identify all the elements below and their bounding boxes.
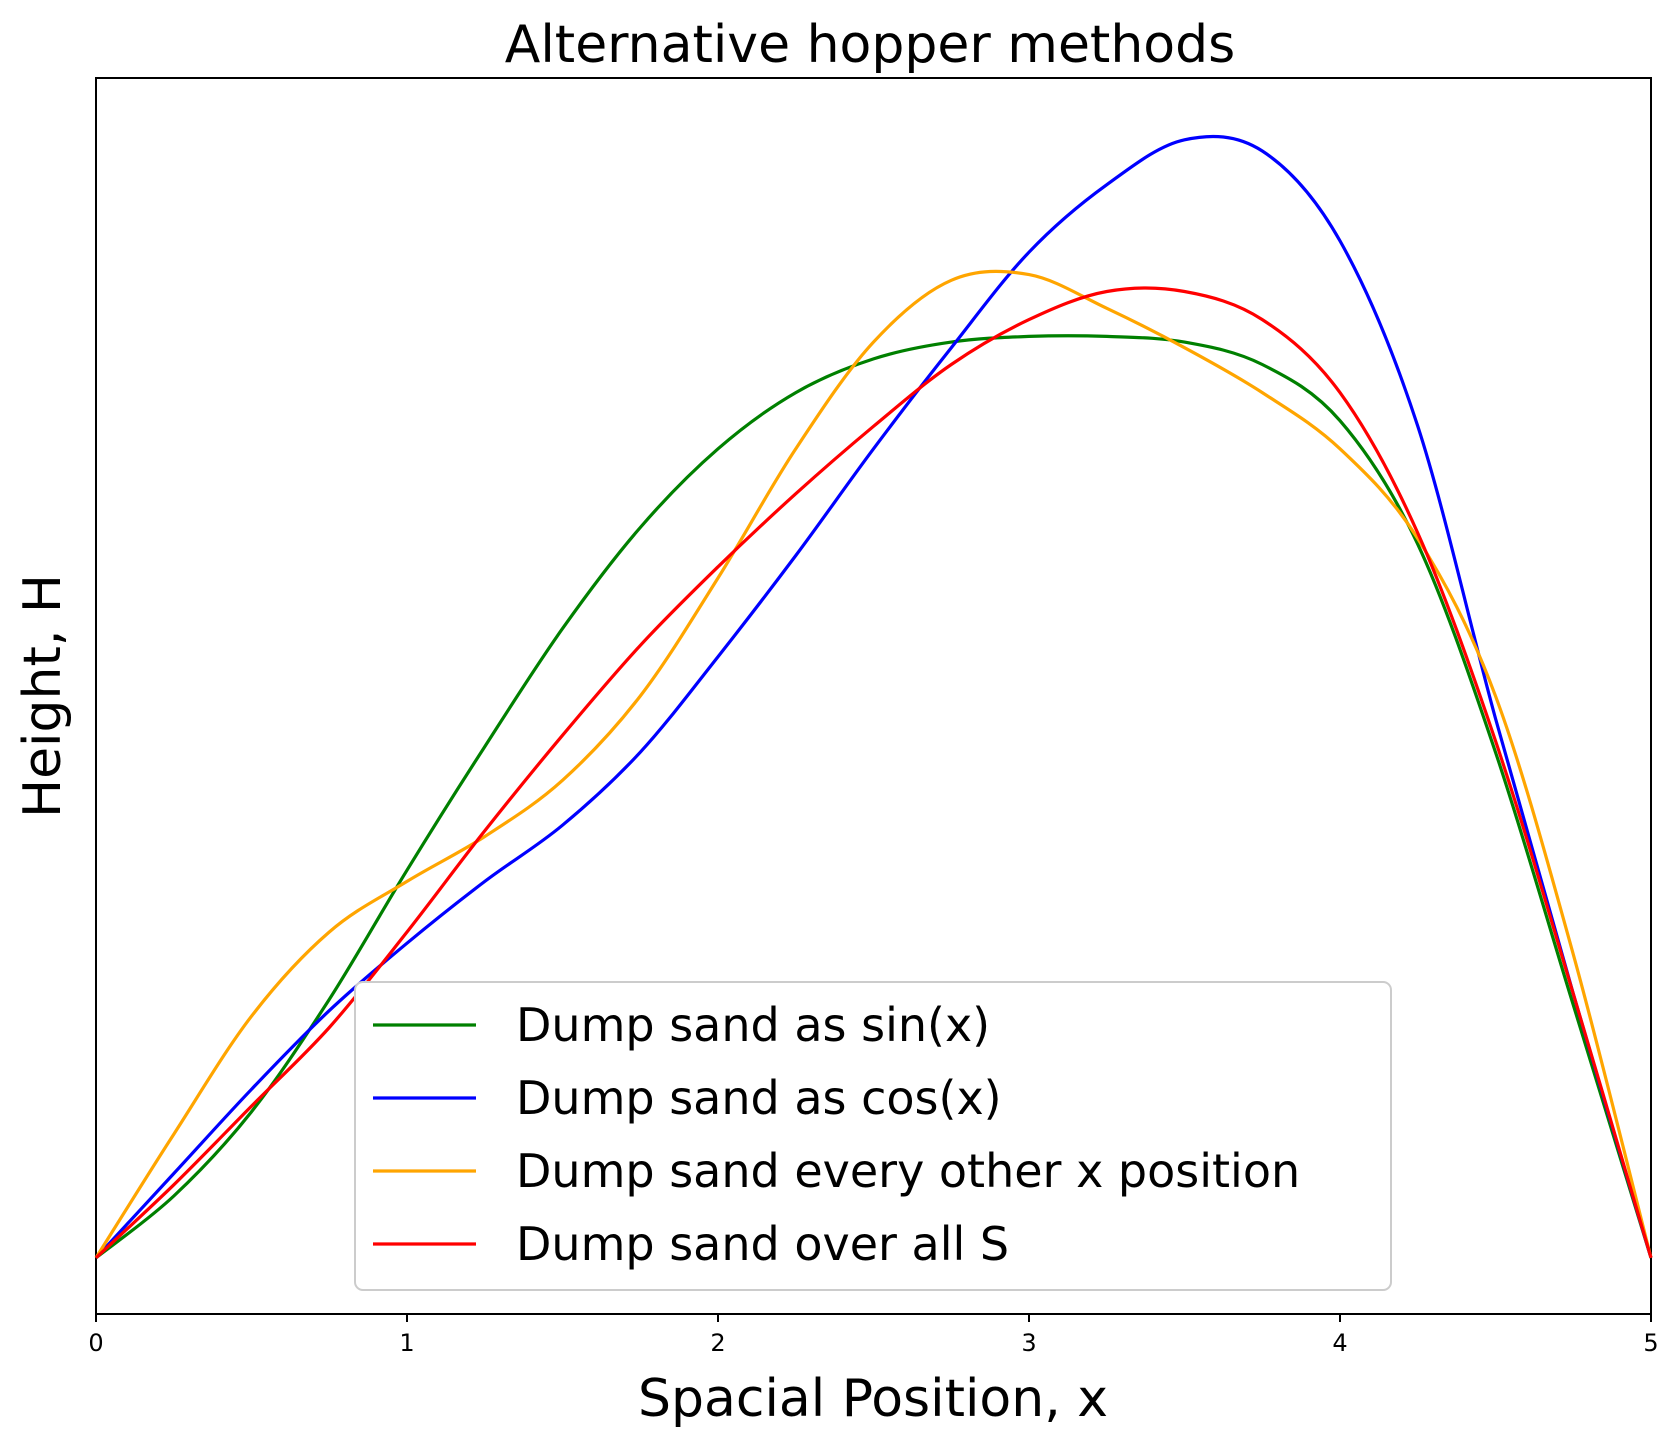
x-axis-label: Spacial Position, x — [638, 1369, 1108, 1429]
x-tick-label: 2 — [710, 1329, 725, 1357]
legend: Dump sand as sin(x) Dump sand as cos(x) Du… — [354, 981, 1392, 1291]
series-line-3 — [94, 269, 1653, 1259]
y-axis-label: Height, H — [13, 574, 73, 818]
plot-area — [94, 77, 1653, 1315]
series-lines — [94, 134, 1653, 1260]
x-tick-label: 5 — [1643, 1329, 1658, 1357]
legend-label-1: Dump sand as sin(x) — [516, 998, 990, 1052]
x-tick-label: 0 — [88, 1329, 103, 1357]
legend-label-3: Dump sand every other x position — [516, 1144, 1300, 1198]
x-axis-ticks: 0 1 2 3 4 5 — [88, 1314, 1659, 1357]
plot-frame — [95, 77, 1652, 1315]
x-tick-label: 4 — [1332, 1329, 1347, 1357]
legend-label-2: Dump sand as cos(x) — [516, 1071, 1002, 1125]
series-line-1 — [95, 334, 1653, 1260]
chart-title: Alternative hopper methods — [505, 15, 1235, 75]
x-tick-label: 3 — [1021, 1329, 1036, 1357]
legend-label-4: Dump sand over all S — [516, 1217, 1009, 1271]
legend-box — [354, 981, 1392, 1291]
x-tick-label: 1 — [399, 1329, 414, 1357]
